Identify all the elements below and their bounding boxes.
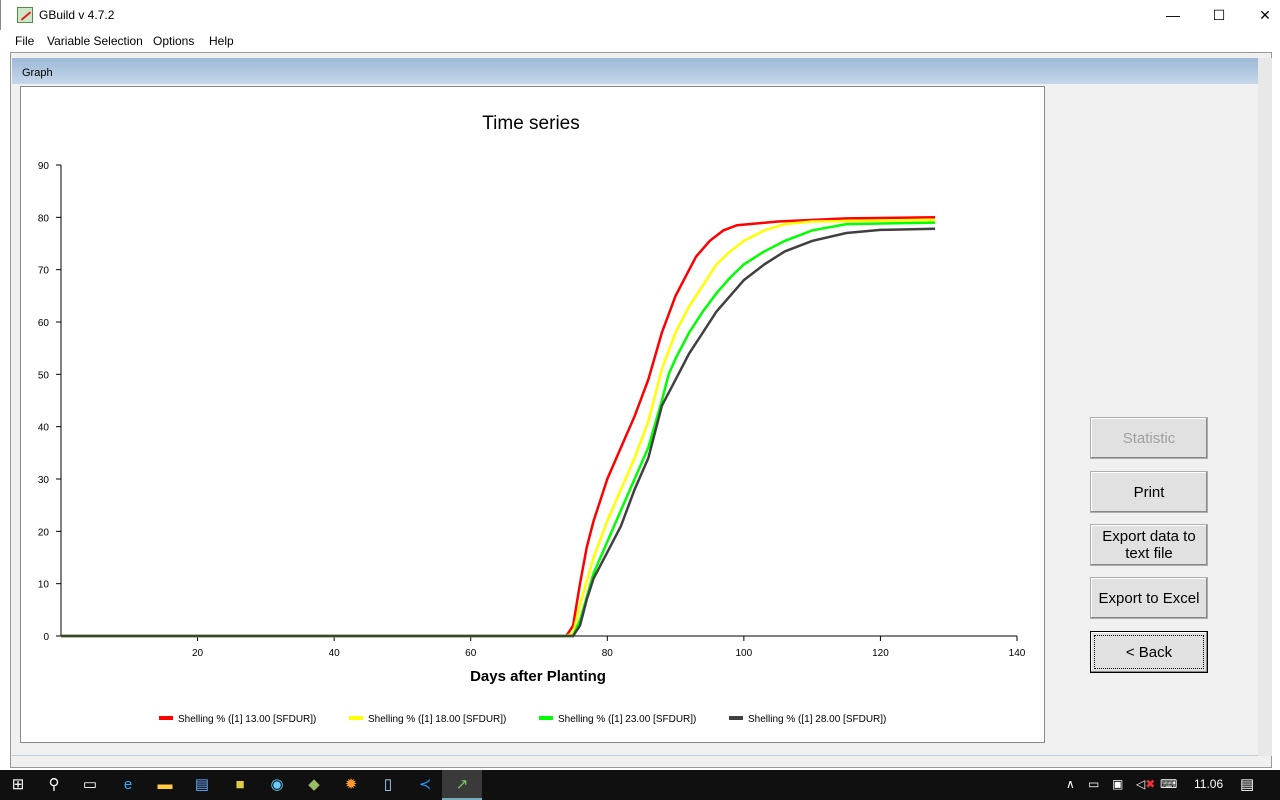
app-icon xyxy=(17,7,33,23)
magnifier-icon[interactable]: ◉ xyxy=(270,776,284,793)
legend-swatch-4 xyxy=(729,716,743,720)
y-tick-label: 80 xyxy=(38,213,50,224)
x-tick-label: 60 xyxy=(465,648,477,659)
fire-icon[interactable]: ✹ xyxy=(344,776,358,793)
x-tick-label: 120 xyxy=(872,648,889,659)
notepad-icon[interactable]: ▯ xyxy=(383,776,393,793)
vertical-scrollbar[interactable] xyxy=(1258,58,1272,756)
series-line-1 xyxy=(61,216,936,638)
legend-swatch-3 xyxy=(539,716,553,720)
gbuild-icon[interactable]: ↗ xyxy=(455,776,469,793)
export-excel-button[interactable]: Export to Excel xyxy=(1090,577,1208,619)
tool-icon[interactable]: ◆ xyxy=(308,776,320,793)
chart-area: Time series 20 40 60 80 100 120 140 0 10 20 30 40 50… xyxy=(20,86,1045,743)
x-tick-label: 40 xyxy=(329,648,341,659)
legend-swatch-1 xyxy=(159,716,173,720)
chart-title: Time series xyxy=(482,113,579,134)
print-button[interactable]: Print xyxy=(1090,471,1208,513)
menu-help[interactable]: Help xyxy=(209,34,234,48)
y-tick-label: 10 xyxy=(38,580,50,591)
volume-muted-icon[interactable]: ◁✖ xyxy=(1136,777,1156,791)
app-icon[interactable]: ▤ xyxy=(194,776,210,793)
package-icon[interactable]: ■ xyxy=(235,776,245,793)
back-button[interactable]: < Back xyxy=(1090,631,1208,673)
series-line-2 xyxy=(61,218,936,638)
notifications-icon[interactable]: ▤ xyxy=(1240,776,1255,793)
series-line-4 xyxy=(61,227,936,638)
y-tick-label: 0 xyxy=(43,632,49,643)
y-tick-label: 60 xyxy=(38,318,50,329)
vscode-icon[interactable]: ≺ xyxy=(418,776,432,793)
x-tick-label: 140 xyxy=(1009,648,1026,659)
file-explorer-icon[interactable]: ▬ xyxy=(157,776,173,793)
legend-label-3: Shelling % ([1] 23.00 [SFDUR]) xyxy=(558,714,696,725)
search-icon[interactable]: ⚲ xyxy=(48,776,60,793)
clock[interactable]: 11.06 xyxy=(1194,777,1224,791)
legend-swatch-2 xyxy=(349,716,363,720)
windows-start-icon[interactable]: ⊞ xyxy=(11,776,25,793)
y-tick-label: 50 xyxy=(38,370,50,381)
maximize-button[interactable]: ☐ xyxy=(1212,7,1226,23)
menu-options[interactable]: Options xyxy=(153,34,195,48)
x-tick-label: 20 xyxy=(192,648,204,659)
taskbar: ⊞ ⚲ ▭ e ▬ ▤ ■ ◉ ◆ ✹ ▯ ≺ ↗ ∧ ▭ ▣ ◁✖ ⌨ 11.… xyxy=(0,770,1280,800)
internet-explorer-icon[interactable]: e xyxy=(123,776,133,793)
close-button[interactable]: ✕ xyxy=(1259,7,1271,23)
battery-icon[interactable]: ▭ xyxy=(1088,777,1100,791)
legend-label-2: Shelling % ([1] 18.00 [SFDUR]) xyxy=(368,714,506,725)
menu-bar: File Variable Selection Options Help xyxy=(0,30,1280,52)
statistic-button[interactable]: Statistic xyxy=(1090,417,1208,459)
show-hidden-icons-icon[interactable]: ∧ xyxy=(1066,777,1075,791)
network-icon[interactable]: ▣ xyxy=(1112,777,1124,791)
series-line-3 xyxy=(61,221,936,638)
title-bar: GBuild v 4.7.2 — ☐ ✕ xyxy=(0,0,1280,30)
keyboard-icon[interactable]: ⌨ xyxy=(1160,777,1178,791)
y-tick-label: 20 xyxy=(38,527,50,538)
minimize-button[interactable]: — xyxy=(1166,7,1180,23)
y-tick-label: 30 xyxy=(38,475,50,486)
y-tick-label: 70 xyxy=(38,266,50,277)
window-title: GBuild v 4.7.2 xyxy=(39,8,115,22)
time-series-chart: Time series 20 40 60 80 100 120 140 0 10 20 30 40 50… xyxy=(38,113,1026,725)
menu-variable-selection[interactable]: Variable Selection xyxy=(47,34,143,48)
export-text-button[interactable]: Export data to text file xyxy=(1090,524,1208,566)
legend-label-1: Shelling % ([1] 13.00 [SFDUR]) xyxy=(178,714,316,725)
x-tick-label: 100 xyxy=(736,648,753,659)
x-axis-label: Days after Planting xyxy=(470,668,606,685)
graph-window-header: Graph xyxy=(12,58,1268,86)
menu-file[interactable]: File xyxy=(15,34,35,48)
graph-window-title: Graph xyxy=(22,67,53,79)
x-tick-label: 80 xyxy=(602,648,614,659)
y-tick-label: 90 xyxy=(38,161,50,172)
active-app-highlight xyxy=(442,770,482,800)
task-view-icon[interactable]: ▭ xyxy=(82,776,98,793)
y-tick-label: 40 xyxy=(38,423,50,434)
legend-label-4: Shelling % ([1] 28.00 [SFDUR]) xyxy=(748,714,886,725)
